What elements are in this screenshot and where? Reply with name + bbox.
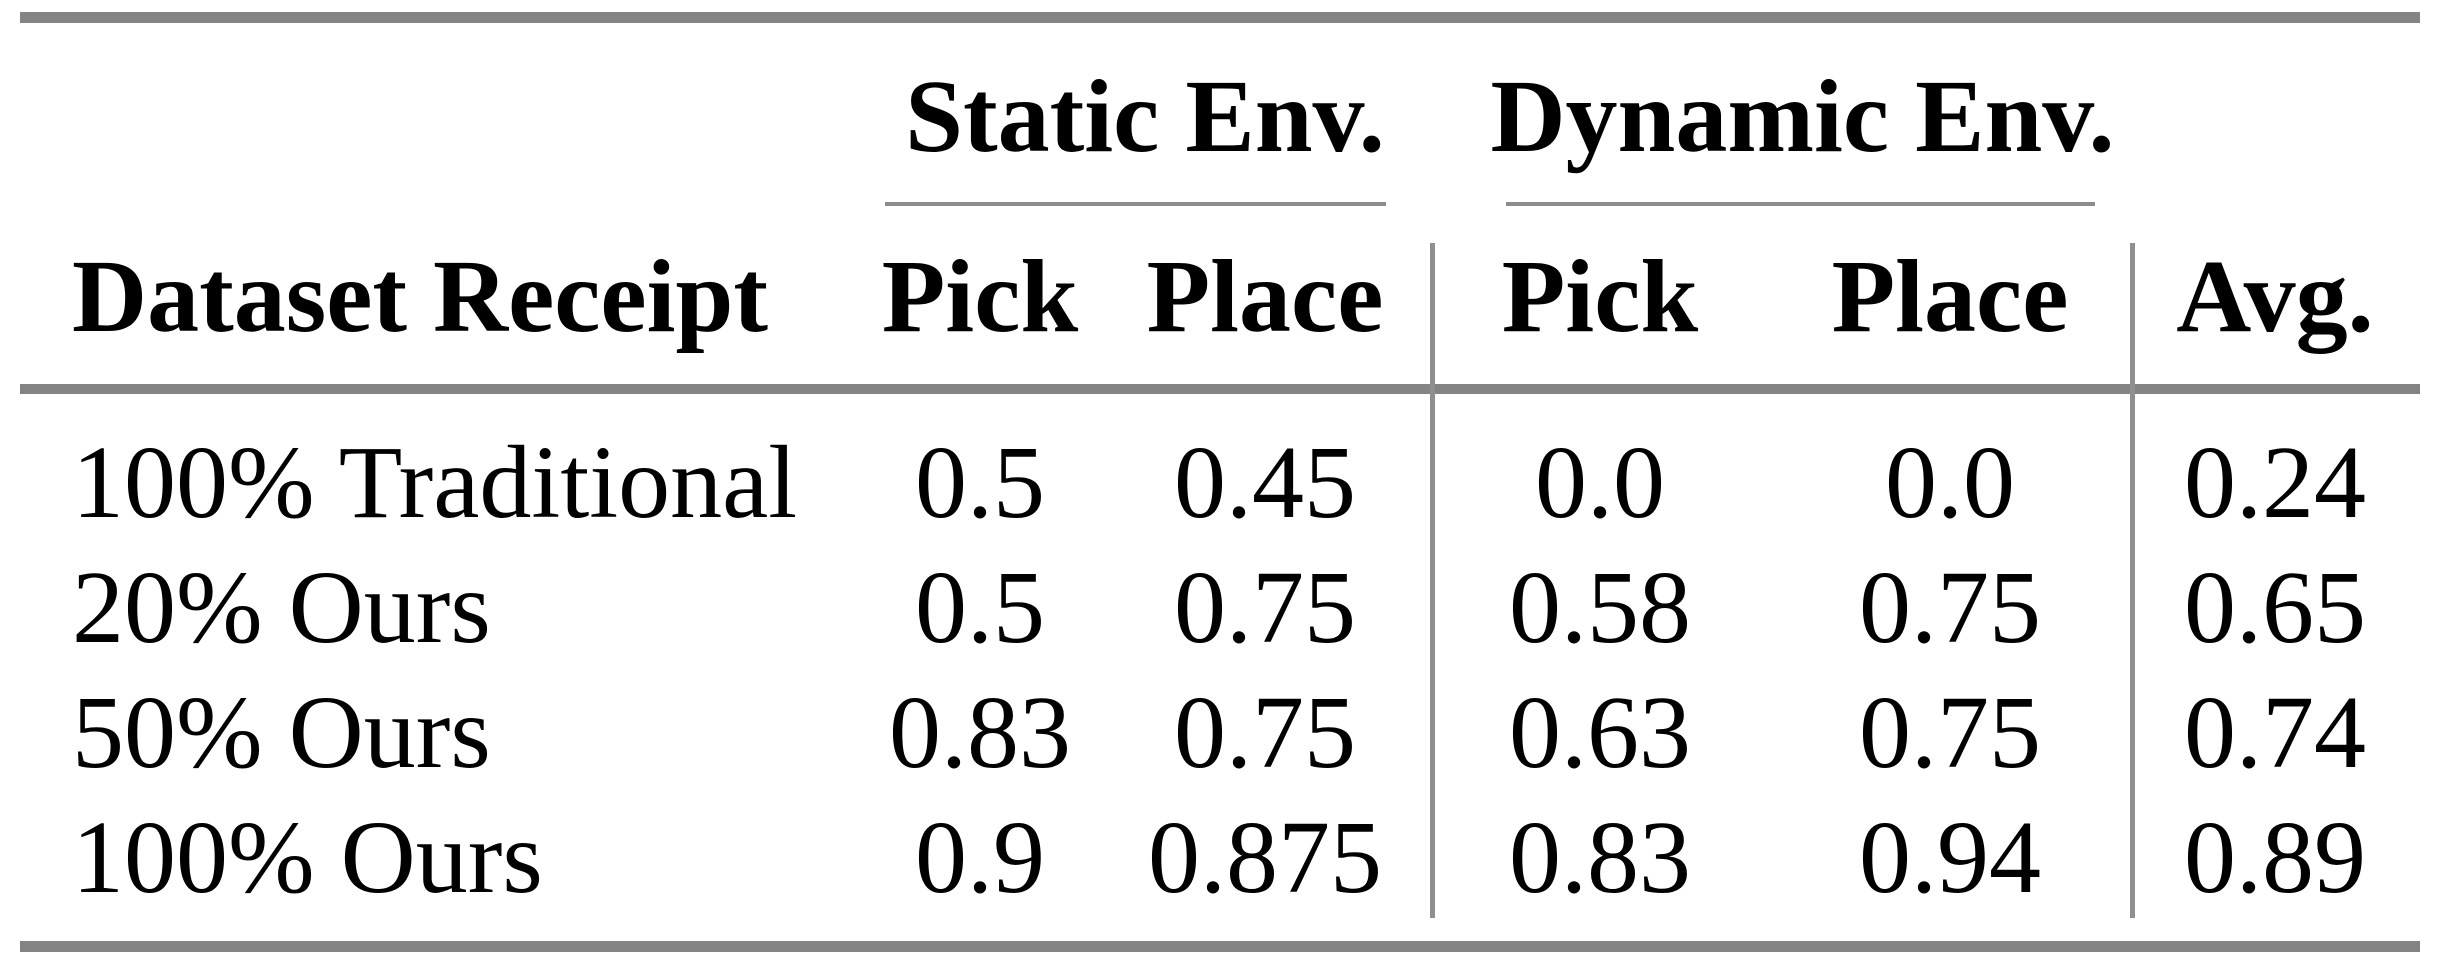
header-avg: Avg. bbox=[2176, 239, 2374, 354]
table-cell-static-pick: 0.83 bbox=[889, 674, 1071, 790]
midrule-spacer bbox=[20, 384, 2420, 420]
table-cell-avg: 0.65 bbox=[2184, 549, 2366, 665]
header-static-pick: Pick bbox=[881, 239, 1079, 354]
table-cell-dynamic-place: 0.75 bbox=[1859, 549, 2041, 665]
table-cell-static-place: 0.75 bbox=[1174, 549, 1356, 665]
header-midrule bbox=[20, 384, 2420, 394]
header-dataset-receipt: Dataset Receipt bbox=[72, 239, 768, 354]
table-cell-dynamic-pick: 0.58 bbox=[1509, 549, 1691, 665]
column-group-static-env: Static Env. bbox=[905, 58, 1385, 174]
table-cell-dynamic-place: 0.0 bbox=[1885, 424, 2015, 540]
table-cell-avg: 0.74 bbox=[2184, 674, 2366, 790]
separator-static-dynamic bbox=[1430, 243, 1435, 918]
table-cell-static-pick: 0.5 bbox=[915, 549, 1045, 665]
header-dynamic-pick: Pick bbox=[1501, 239, 1699, 354]
table-cell-dynamic-pick: 0.0 bbox=[1535, 424, 1665, 540]
table-cell-static-place: 0.75 bbox=[1174, 674, 1356, 790]
table-cell-avg: 0.24 bbox=[2184, 424, 2366, 540]
table-cell-dynamic-place: 0.75 bbox=[1859, 674, 2041, 790]
table-row-label: 100% Traditional bbox=[72, 424, 798, 540]
table-cell-dynamic-pick: 0.63 bbox=[1509, 674, 1691, 790]
separator-avg bbox=[2130, 243, 2135, 918]
column-group-dynamic-env: Dynamic Env. bbox=[1490, 58, 2115, 174]
bottom-rule bbox=[20, 941, 2420, 952]
top-rule bbox=[20, 12, 2420, 23]
table-cell-static-pick: 0.9 bbox=[915, 799, 1045, 915]
table-row-label: 20% Ours bbox=[72, 549, 491, 665]
cmidrule-static-env bbox=[885, 202, 1386, 206]
table-cell-avg: 0.89 bbox=[2184, 799, 2366, 915]
table-row-label: 100% Ours bbox=[72, 799, 543, 915]
table-cell-dynamic-pick: 0.83 bbox=[1509, 799, 1691, 915]
results-table: Static Env. Dynamic Env. Dataset Receipt… bbox=[20, 23, 2420, 920]
cmidrule-dynamic-env bbox=[1506, 202, 2095, 206]
table-cell-static-place: 0.45 bbox=[1174, 424, 1356, 540]
table-cell-static-pick: 0.5 bbox=[915, 424, 1045, 540]
header-dynamic-place: Place bbox=[1831, 239, 2069, 354]
header-static-place: Place bbox=[1146, 239, 1384, 354]
table-cell-static-place: 0.875 bbox=[1148, 799, 1382, 915]
table-row-label: 50% Ours bbox=[72, 674, 491, 790]
table-cell-dynamic-place: 0.94 bbox=[1859, 799, 2041, 915]
